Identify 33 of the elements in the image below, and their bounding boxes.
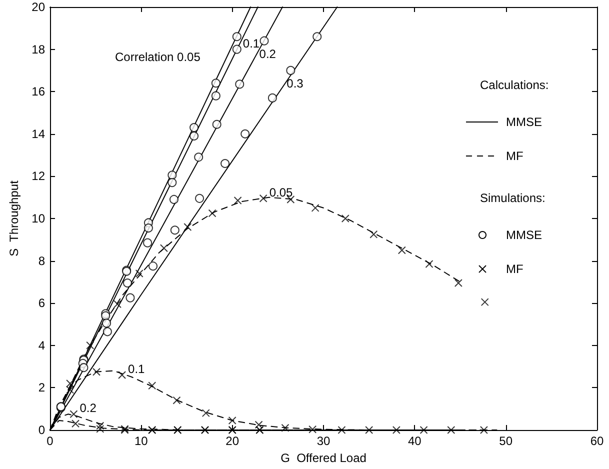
x-tick-label: 0 [46, 434, 54, 448]
annotation: 0.2 [80, 401, 97, 416]
y-tick-label: 0 [38, 423, 46, 437]
legend-label: MMSE [506, 228, 542, 242]
annotation: Simulations: [480, 191, 546, 205]
annotation: 0.3 [286, 76, 304, 90]
y-tick-label: 16 [32, 84, 46, 99]
y-tick-label: 8 [38, 254, 46, 268]
x-axis-title: G Offered Load [280, 450, 366, 465]
x-tick-label: 20 [226, 434, 240, 448]
x-tick-label: 50 [499, 434, 513, 448]
annotation: Correlation 0.05 [115, 50, 201, 64]
legend-label: MF [506, 149, 524, 163]
x-tick-label: 60 [590, 434, 604, 448]
y-tick-label: 6 [38, 296, 46, 310]
annotation: 0.1 [242, 36, 260, 50]
x-tick-label: 40 [408, 434, 422, 448]
legend-label: MF [506, 262, 524, 276]
annotation: 0.05 [269, 185, 294, 200]
y-tick-label: 14 [32, 126, 46, 141]
legend-label: MMSE [506, 115, 542, 129]
annotation: 0.2 [259, 46, 276, 61]
annotation: 0.1 [128, 362, 146, 376]
x-tick-label: 30 [316, 434, 330, 448]
y-tick-label: 10 [32, 212, 46, 226]
y-axis-title: S Throughput [7, 180, 21, 256]
x-tick-label: 10 [134, 434, 148, 448]
y-tick-label: 12 [32, 169, 46, 184]
y-tick-label: 20 [32, 0, 46, 14]
annotation: Calculations: [480, 78, 549, 92]
y-tick-label: 4 [38, 338, 46, 352]
y-tick-label: 18 [32, 42, 46, 56]
y-tick-label: 2 [38, 380, 46, 395]
